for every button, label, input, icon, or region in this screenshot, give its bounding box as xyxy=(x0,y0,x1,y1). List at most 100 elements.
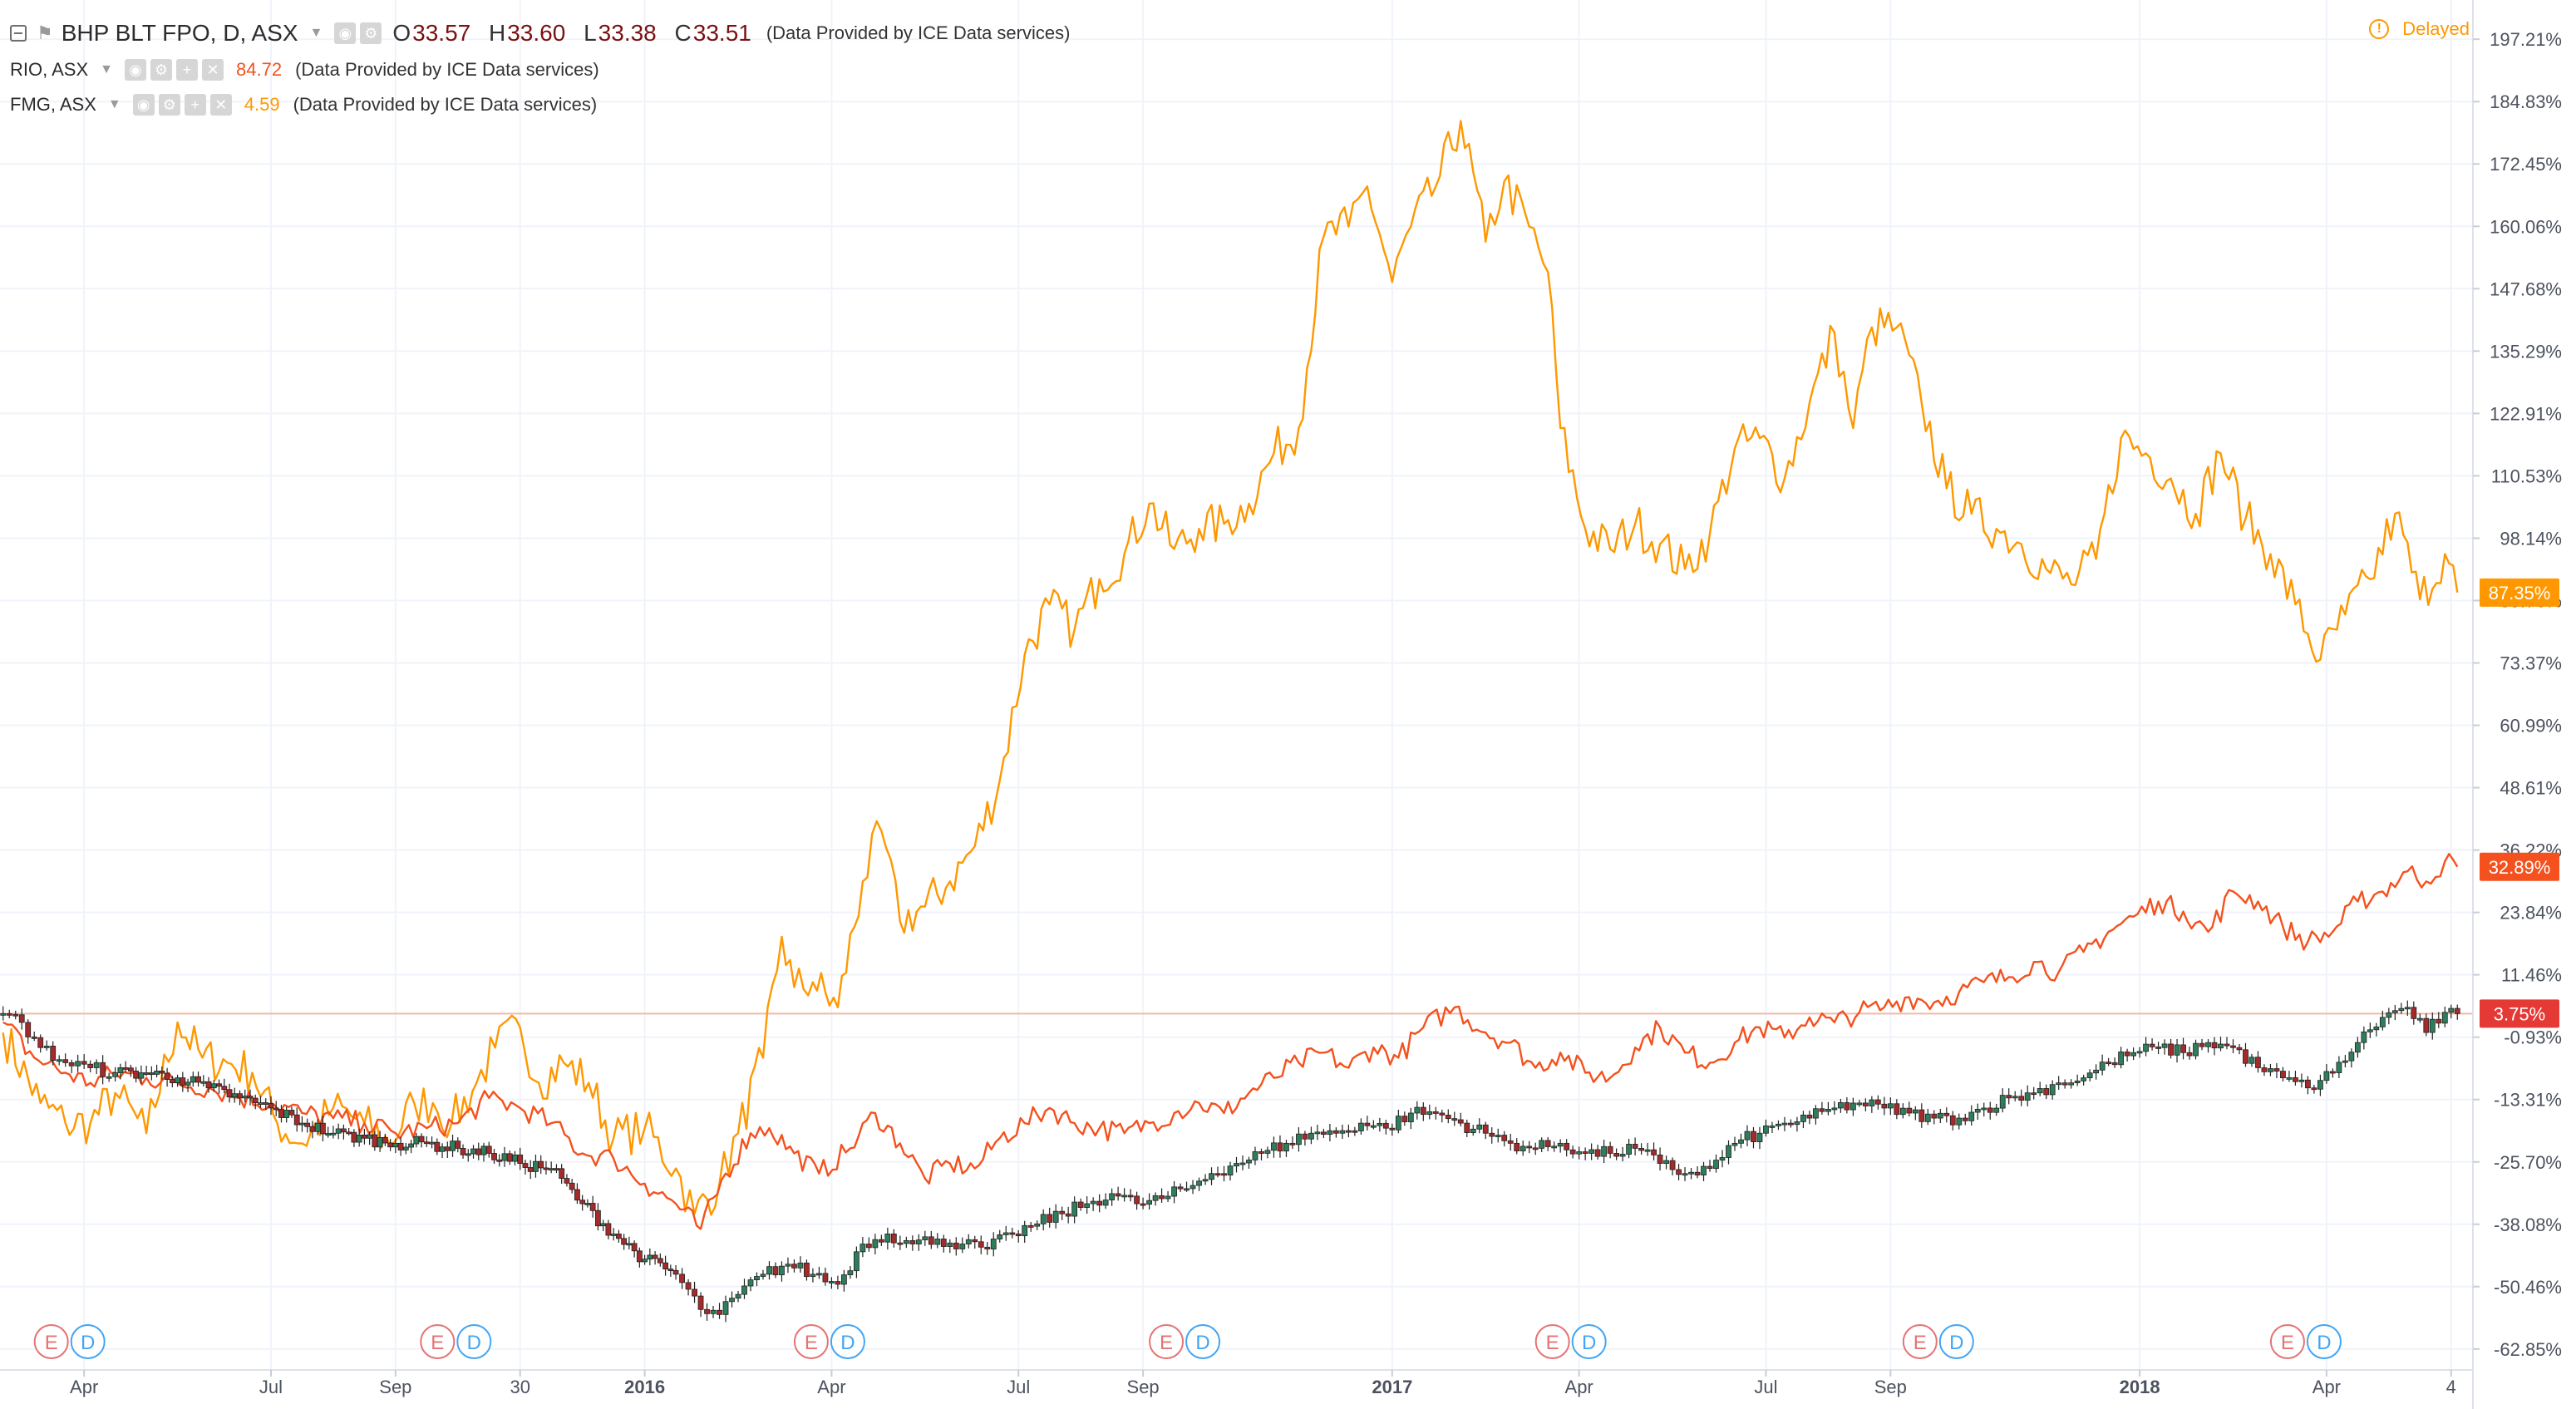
chevron-down-icon[interactable]: ▼ xyxy=(100,62,113,76)
candle-body xyxy=(527,1167,534,1172)
candle-body xyxy=(62,1059,69,1063)
candle-body xyxy=(840,1274,847,1285)
time-axis-label: 4 xyxy=(2446,1377,2456,1397)
candle-body xyxy=(972,1239,978,1243)
compare-symbol-rio[interactable]: RIO, ASX xyxy=(10,59,89,80)
candle-body xyxy=(1968,1111,1975,1121)
candle-body xyxy=(1221,1173,1227,1176)
candle-body xyxy=(1177,1186,1184,1190)
time-axis-label: Apr xyxy=(70,1377,98,1397)
candle-body xyxy=(884,1234,891,1243)
candle-body xyxy=(263,1102,269,1105)
plus-icon[interactable]: + xyxy=(184,94,206,116)
candle-body xyxy=(330,1132,337,1136)
candle-body xyxy=(804,1262,810,1278)
candle-body xyxy=(68,1062,75,1067)
delayed-status[interactable]: ! Delayed xyxy=(2369,18,2470,40)
candle-body xyxy=(475,1148,482,1155)
candle-body xyxy=(496,1159,503,1162)
candle-body xyxy=(1539,1140,1545,1149)
dividend-marker-label: D xyxy=(1582,1332,1596,1354)
eye-icon[interactable]: ◉ xyxy=(132,94,155,116)
delayed-label: Delayed xyxy=(2402,18,2470,39)
candle-body xyxy=(2136,1051,2143,1054)
time-axis[interactable]: Apr Jul Sep 30 2016 Apr Jul Sep 2017 Apr Jul Sep 201… xyxy=(70,1370,2456,1397)
candle-body xyxy=(2180,1044,2186,1053)
candle-body xyxy=(169,1079,175,1084)
dividend-marker xyxy=(456,1324,492,1359)
chevron-down-icon[interactable]: ▼ xyxy=(107,97,121,111)
candle-body xyxy=(2205,1042,2211,1047)
candle-body xyxy=(615,1234,622,1239)
candle-body xyxy=(2130,1052,2136,1057)
candle-body xyxy=(1557,1142,1564,1147)
series-layer xyxy=(0,120,2460,1323)
candle-body xyxy=(2280,1071,2286,1078)
candle-body xyxy=(408,1143,414,1148)
eye-icon[interactable]: ◉ xyxy=(125,59,146,81)
candle-body xyxy=(1370,1125,1377,1128)
candle-body xyxy=(1426,1111,1433,1116)
candle-body xyxy=(791,1264,797,1269)
candle-body xyxy=(2398,1007,2405,1012)
price-axis[interactable]: 197.21% 184.83% 172.45% 160.06% 147.68% 135.2… xyxy=(2473,29,2562,1360)
candle-body xyxy=(672,1269,679,1275)
candle-body xyxy=(2273,1068,2280,1072)
candle-body xyxy=(195,1076,201,1083)
candle-body xyxy=(710,1309,717,1314)
candle-body xyxy=(2311,1087,2317,1091)
candle-body xyxy=(766,1266,772,1275)
gear-icon[interactable]: ⚙ xyxy=(360,22,382,44)
candle-body xyxy=(1332,1130,1339,1134)
gear-icon[interactable]: ⚙ xyxy=(150,59,172,81)
candle-body xyxy=(2143,1043,2149,1052)
gear-icon[interactable]: ⚙ xyxy=(158,94,180,116)
candle-body xyxy=(1357,1122,1364,1131)
candle-body xyxy=(50,1046,57,1061)
candle-body xyxy=(2086,1072,2093,1078)
candle-body xyxy=(594,1209,601,1227)
candle-body xyxy=(1189,1185,1196,1190)
candle-body xyxy=(1096,1200,1103,1206)
candle-body xyxy=(87,1063,94,1068)
candle-body xyxy=(667,1269,674,1272)
candle-body xyxy=(1395,1116,1401,1131)
candle-body xyxy=(143,1072,150,1075)
candle-body xyxy=(1931,1113,1938,1119)
candle-body xyxy=(1993,1107,2000,1113)
main-symbol-title[interactable]: BHP BLT FPO, D, ASX xyxy=(61,20,298,46)
price-axis-label: 110.53% xyxy=(2491,466,2562,486)
candle-body xyxy=(636,1250,643,1263)
candle-body xyxy=(940,1239,947,1247)
candle-body xyxy=(722,1301,729,1315)
candle-body xyxy=(221,1086,228,1091)
chevron-down-icon[interactable]: ▼ xyxy=(309,26,323,40)
eye-icon[interactable]: ◉ xyxy=(334,22,357,44)
low-value: 33.38 xyxy=(598,20,657,46)
series-candles-bhp xyxy=(0,1000,2460,1323)
plus-icon[interactable]: + xyxy=(176,59,198,81)
flag-icon[interactable]: ⚑ xyxy=(37,22,53,43)
candle-body xyxy=(1694,1171,1701,1175)
close-icon[interactable]: ✕ xyxy=(202,59,224,81)
candle-body xyxy=(512,1154,518,1162)
candle-body xyxy=(1289,1142,1296,1145)
candle-body xyxy=(429,1141,435,1145)
compare-legend-fmg: FMG, ASX ▼ ◉ ⚙ + ✕ 4.59 (Data Provided b… xyxy=(10,88,597,121)
compare-symbol-fmg[interactable]: FMG, ASX xyxy=(10,94,96,115)
candle-body xyxy=(1713,1160,1719,1170)
candle-body xyxy=(785,1264,791,1267)
candle-body xyxy=(1544,1140,1551,1147)
dividend-marker-label: D xyxy=(1195,1332,1209,1354)
candle-body xyxy=(12,1013,19,1017)
collapse-icon[interactable] xyxy=(10,25,27,42)
candle-body xyxy=(56,1059,62,1062)
close-icon[interactable]: ✕ xyxy=(209,94,232,116)
high-label: H xyxy=(489,20,506,46)
candle-body xyxy=(43,1046,50,1048)
candle-body xyxy=(1912,1109,1918,1114)
dividend-marker xyxy=(1185,1324,1221,1359)
chart-grid xyxy=(0,0,2473,1370)
candle-body xyxy=(1109,1193,1116,1200)
